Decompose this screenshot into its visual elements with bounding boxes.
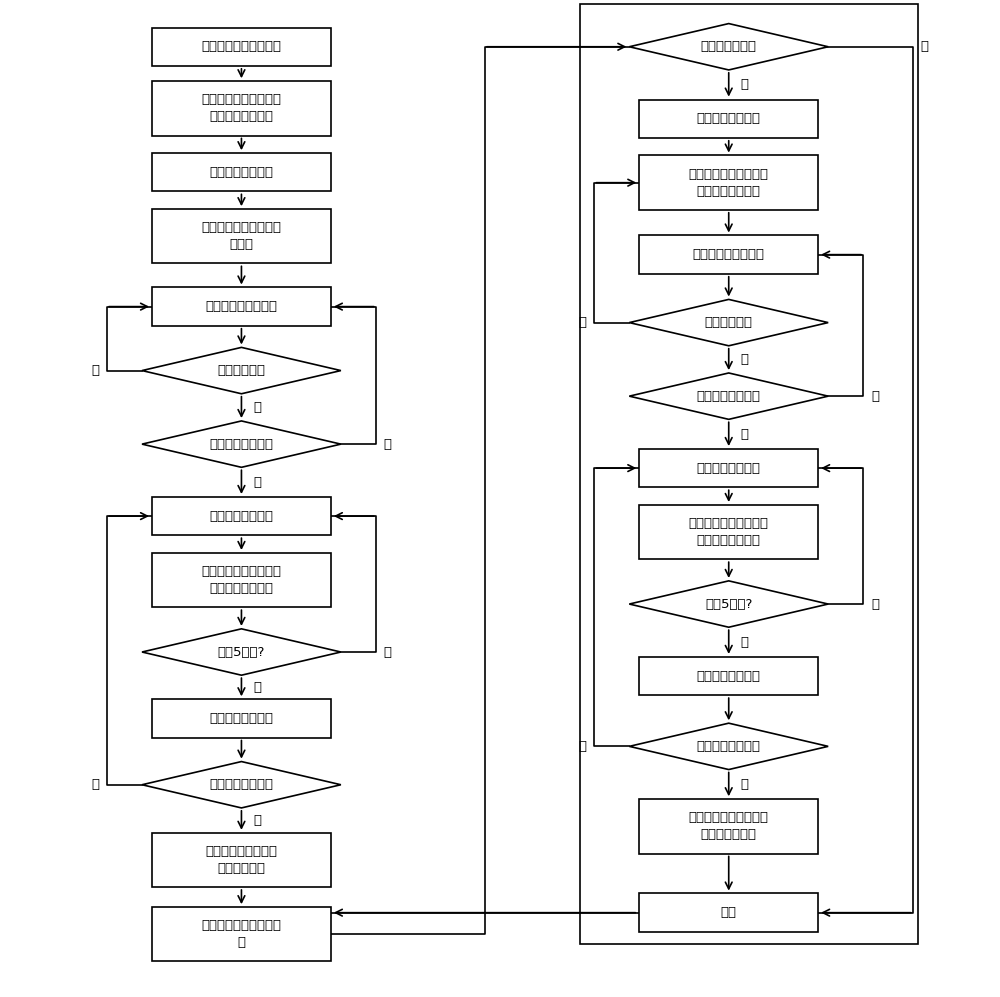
Text: 否: 否 [91,364,99,377]
FancyBboxPatch shape [639,504,818,559]
Text: 断路器和终端识别特征
电流，记录时间标: 断路器和终端识别特征 电流，记录时间标 [201,565,281,595]
Text: 否: 否 [579,740,587,753]
Text: 是: 是 [253,401,261,414]
Polygon shape [142,629,341,675]
Polygon shape [629,723,828,770]
FancyBboxPatch shape [152,28,331,66]
Text: 特征电流按时发送: 特征电流按时发送 [697,462,761,475]
Text: 满足5分钟?: 满足5分钟? [705,597,752,610]
FancyBboxPatch shape [639,449,818,488]
FancyBboxPatch shape [152,209,331,263]
FancyBboxPatch shape [639,800,818,853]
Text: 是: 是 [741,78,749,92]
Polygon shape [629,581,828,627]
Polygon shape [142,347,341,394]
FancyBboxPatch shape [152,907,331,961]
FancyBboxPatch shape [152,497,331,535]
FancyBboxPatch shape [152,832,331,887]
Text: 否: 否 [384,438,392,451]
FancyBboxPatch shape [639,100,818,138]
Polygon shape [629,373,828,420]
FancyBboxPatch shape [152,81,331,136]
Polygon shape [142,421,341,468]
Text: 发送设备时间标设置: 发送设备时间标设置 [693,248,765,261]
FancyBboxPatch shape [152,553,331,607]
Text: 否: 否 [921,40,929,53]
Text: 是: 是 [253,476,261,489]
Text: 主站时间标比对，得到
拓扑和户变结果: 主站时间标比对，得到 拓扑和户变结果 [689,812,769,841]
FancyBboxPatch shape [639,156,818,209]
Text: 否: 否 [871,597,879,610]
Text: 时间标分析，得到户
变、拓扑结果: 时间标分析，得到户 变、拓扑结果 [205,844,277,875]
Text: 所有设备完成设置: 所有设备完成设置 [209,438,273,451]
Text: 是否有失败设备: 是否有失败设备 [701,40,757,53]
Text: 是: 是 [741,778,749,791]
Text: 断路器和终端识别特征
电流，记录时间标: 断路器和终端识别特征 电流，记录时间标 [689,517,769,547]
Text: 记录识别失败地址和数
量: 记录识别失败地址和数 量 [201,919,281,949]
FancyBboxPatch shape [152,699,331,738]
FancyBboxPatch shape [639,893,818,932]
FancyBboxPatch shape [639,235,818,274]
FancyBboxPatch shape [639,657,818,695]
Text: 时间设置成功: 时间设置成功 [217,364,265,377]
Text: 是: 是 [741,353,749,366]
Polygon shape [142,762,341,808]
Text: 是: 是 [253,681,261,694]
Polygon shape [629,299,828,346]
Text: 否: 否 [579,316,587,329]
Text: 特征电流按时发送: 特征电流按时发送 [209,509,273,522]
Text: 所有设备完成设置: 所有设备完成设置 [697,390,761,403]
FancyBboxPatch shape [152,287,331,326]
Text: 发送设备时间标设置: 发送设备时间标设置 [205,300,277,313]
Text: 否: 否 [384,645,392,658]
Text: 所有设备上报完毕: 所有设备上报完毕 [209,779,273,792]
Text: 是: 是 [253,814,261,827]
Text: 是: 是 [741,635,749,648]
Text: 时间设置成功: 时间设置成功 [705,316,753,329]
Text: 满足5分钟?: 满足5分钟? [218,645,265,658]
Text: 计算时间队列，生成发
送时间: 计算时间队列，生成发 送时间 [201,221,281,251]
Text: 设置开始时间和发送间
隔，生成时间队列: 设置开始时间和发送间 隔，生成时间队列 [689,167,769,197]
Text: 主站开启串行模式: 主站开启串行模式 [697,113,761,126]
Text: 识别记录自动上报: 识别记录自动上报 [209,712,273,725]
Text: 设置开始时间和发送间
隔，计算时间队列: 设置开始时间和发送间 隔，计算时间队列 [201,94,281,124]
Polygon shape [629,24,828,70]
Text: 主站开启并行模式: 主站开启并行模式 [209,166,273,178]
Text: 结束: 结束 [721,906,737,919]
Text: 否: 否 [91,779,99,792]
Text: 否: 否 [871,390,879,403]
Text: 是: 是 [741,428,749,441]
Text: 所有设备上报完毕: 所有设备上报完毕 [697,740,761,753]
Text: 识别记录自动上报: 识别记录自动上报 [697,670,761,683]
Text: 主站选定识别台区范围: 主站选定识别台区范围 [201,40,281,53]
FancyBboxPatch shape [152,154,331,191]
